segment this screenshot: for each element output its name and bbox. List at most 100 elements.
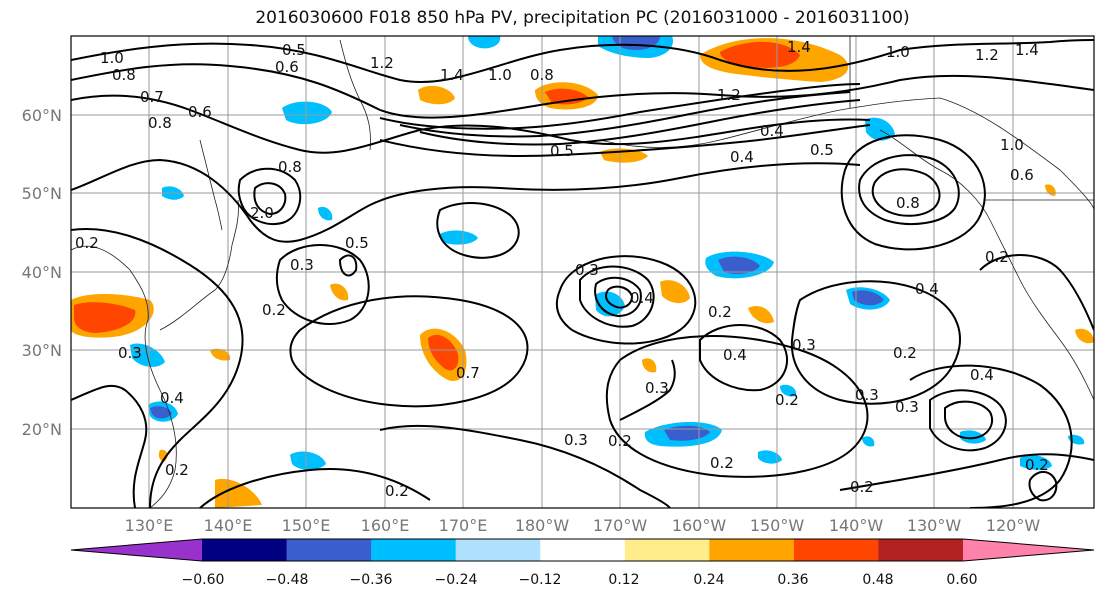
pv-contours bbox=[71, 39, 1094, 508]
pv-contour bbox=[929, 389, 1007, 452]
contour-label: 1.0 bbox=[886, 43, 910, 61]
precip-patch-positive bbox=[428, 334, 459, 371]
precip-patch-negative bbox=[852, 290, 884, 306]
colorbar-tick-label: −0.60 bbox=[182, 572, 225, 588]
pv-contour bbox=[71, 158, 861, 243]
pv-contour bbox=[1028, 471, 1058, 502]
coastline-sakhalin bbox=[199, 139, 223, 231]
precip-patch-negative bbox=[865, 117, 895, 141]
graticule bbox=[71, 36, 1094, 508]
contour-label: 0.8 bbox=[896, 194, 920, 212]
pv-contour bbox=[579, 265, 655, 328]
contour-label: 0.2 bbox=[775, 391, 799, 409]
precip-patch-positive bbox=[330, 283, 349, 301]
contour-label: 0.7 bbox=[140, 88, 164, 106]
pv-contour bbox=[619, 359, 676, 421]
pv-contour bbox=[71, 228, 244, 508]
pv-contour bbox=[399, 91, 851, 138]
colorbar bbox=[70, 538, 1095, 562]
pv-contour bbox=[379, 124, 871, 158]
lon-label: 160°W bbox=[672, 516, 727, 535]
pv-contour bbox=[71, 63, 1094, 119]
pv-contour bbox=[944, 400, 993, 440]
coastline-japan bbox=[159, 199, 239, 331]
lat-label: 30°N bbox=[22, 341, 62, 360]
precip-patch-negative bbox=[440, 230, 478, 245]
contour-label: 0.3 bbox=[792, 336, 816, 354]
contour-label: 0.8 bbox=[278, 158, 302, 176]
contour-label: 0.8 bbox=[112, 66, 136, 84]
lon-label: 150°E bbox=[282, 516, 331, 535]
contour-label: 0.2 bbox=[893, 344, 917, 362]
precip-patch-negative bbox=[290, 451, 326, 470]
precip-shading bbox=[71, 36, 1094, 508]
precip-patch-positive bbox=[748, 305, 774, 324]
map-frame bbox=[70, 35, 1095, 509]
lat-label: 50°N bbox=[22, 184, 62, 203]
precip-patch-positive bbox=[660, 280, 690, 304]
colorbar-tick-label: −0.48 bbox=[266, 572, 309, 588]
lon-label: 170°E bbox=[439, 516, 488, 535]
contour-label: 0.2 bbox=[708, 303, 732, 321]
colorbar-tick-label: 0.36 bbox=[777, 572, 808, 588]
pv-contour bbox=[594, 276, 642, 318]
contour-label: 0.2 bbox=[1025, 456, 1049, 474]
colorbar-segment bbox=[624, 539, 710, 561]
colorbar-segment bbox=[371, 539, 457, 561]
contour-label: 0.3 bbox=[564, 431, 588, 449]
contour-label: 0.3 bbox=[575, 261, 599, 279]
lon-label: 160°E bbox=[361, 516, 410, 535]
pv-contour bbox=[840, 134, 986, 251]
pv-contour bbox=[605, 335, 869, 478]
contour-label: 0.5 bbox=[282, 41, 306, 59]
precip-patch-negative bbox=[468, 36, 501, 49]
map-title: 2016030600 F018 850 hPa PV, precipitatio… bbox=[255, 8, 910, 28]
lat-label: 60°N bbox=[22, 106, 62, 125]
precip-patch-negative bbox=[1020, 455, 1052, 470]
precip-patch-negative bbox=[758, 450, 782, 464]
precip-patch-negative bbox=[780, 384, 797, 397]
contour-label: 0.2 bbox=[75, 234, 99, 252]
lon-label: 130°E bbox=[125, 516, 174, 535]
contour-label: 1.4 bbox=[787, 38, 811, 56]
border-canada bbox=[849, 36, 1094, 201]
colorbar-tick-label: 0.12 bbox=[608, 572, 639, 588]
contour-label: 0.3 bbox=[290, 256, 314, 274]
contour-label: 0.5 bbox=[810, 141, 834, 159]
precip-patch-positive bbox=[418, 85, 455, 105]
precip-patch-negative bbox=[282, 101, 332, 125]
lon-label: 140°W bbox=[829, 516, 884, 535]
colorbar-tick-label: −0.24 bbox=[435, 572, 478, 588]
lat-label: 40°N bbox=[22, 263, 62, 282]
contour-label: 0.6 bbox=[188, 103, 212, 121]
pv-contour bbox=[71, 94, 871, 154]
colorbar-outline bbox=[70, 538, 1095, 562]
precip-patch-negative bbox=[150, 406, 172, 419]
pv-contour bbox=[909, 364, 1073, 508]
precip-patch-negative bbox=[718, 256, 760, 274]
contour-label: 1.4 bbox=[1015, 41, 1039, 59]
precip-patch-positive bbox=[74, 302, 136, 333]
pv-contour bbox=[253, 182, 287, 216]
contour-label: 1.0 bbox=[100, 49, 124, 67]
pv-contour bbox=[790, 280, 961, 405]
colorbar-segment bbox=[71, 539, 202, 561]
contour-labels: 1.0 0.8 0.5 0.6 1.2 1.4 1.4 1.0 1.2 1.4 … bbox=[75, 38, 1049, 500]
pv-contour bbox=[858, 154, 960, 225]
lon-label: 120°W bbox=[986, 516, 1041, 535]
colorbar-tick-label: 0.48 bbox=[862, 572, 893, 588]
lon-label: 150°W bbox=[750, 516, 805, 535]
contour-label: 0.8 bbox=[148, 114, 172, 132]
pv-contour bbox=[71, 384, 148, 508]
lon-label: 180°W bbox=[515, 516, 570, 535]
contour-label: 1.2 bbox=[370, 54, 394, 72]
colorbar-segment bbox=[540, 539, 626, 561]
colorbar-segment bbox=[878, 539, 964, 561]
contour-label: 0.4 bbox=[723, 346, 747, 364]
pv-contour bbox=[71, 39, 1094, 84]
precip-patch-positive bbox=[642, 358, 657, 373]
precip-patch-positive bbox=[720, 41, 800, 68]
contour-label: 1.2 bbox=[975, 46, 999, 64]
contour-label: 0.4 bbox=[160, 389, 184, 407]
